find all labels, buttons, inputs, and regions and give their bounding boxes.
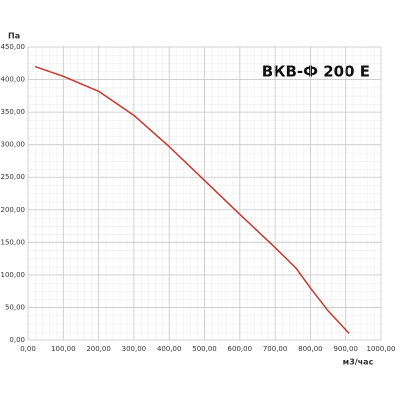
line-series <box>34 65 350 334</box>
chart-title: ВКВ-Ф 200 Е <box>262 63 370 81</box>
y-tick-label: 100,00 <box>1 271 26 279</box>
y-tick-label: 250,00 <box>1 173 26 181</box>
x-tick-label: 400,00 <box>157 345 182 353</box>
x-axis-label: м3/час <box>343 358 374 367</box>
y-axis-label: Па <box>8 32 20 41</box>
x-tick-label: 1000,00 <box>367 345 396 353</box>
y-tick-label: 50,00 <box>5 303 25 311</box>
x-tick-label: 500,00 <box>192 345 217 353</box>
x-tick-label: 0,00 <box>20 345 36 353</box>
x-tick-label: 800,00 <box>298 345 323 353</box>
y-tick-label: 350,00 <box>1 108 26 116</box>
x-tick-label: 600,00 <box>228 345 253 353</box>
y-tick-label: 200,00 <box>1 206 26 214</box>
y-tick-label: 0,00 <box>9 336 25 344</box>
x-tick-label: 700,00 <box>263 345 288 353</box>
x-tick-label: 100,00 <box>51 345 76 353</box>
x-tick-label: 200,00 <box>86 345 111 353</box>
y-tick-label: 450,00 <box>1 43 26 51</box>
y-tick-label: 300,00 <box>1 141 26 149</box>
y-tick-label: 400,00 <box>1 76 26 84</box>
x-tick-label: 300,00 <box>122 345 147 353</box>
y-tick-label: 150,00 <box>1 238 26 246</box>
x-tick-label: 900,00 <box>333 345 358 353</box>
